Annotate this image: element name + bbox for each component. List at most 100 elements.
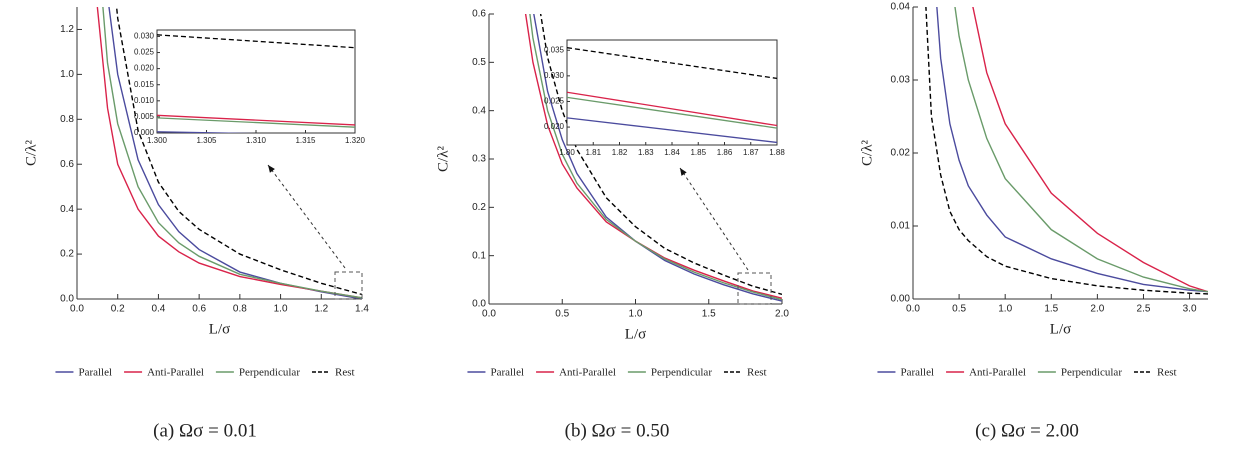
x-tick-label: 0.8 (233, 304, 247, 315)
x-tick-label: 1.85 (690, 148, 706, 157)
series-line (936, 7, 1208, 293)
legend-label: Perpendicular (1061, 367, 1122, 379)
y-tick-label: 0.015 (134, 80, 155, 89)
legend: Parallel Anti-Parallel Perpendicular Rest (877, 367, 1177, 379)
y-tick-label: 0.00 (891, 294, 911, 305)
legend-label: Rest (1157, 367, 1177, 379)
x-tick-label: 0.5 (555, 309, 569, 320)
x-tick-label: 0.2 (111, 304, 125, 315)
series-line (567, 117, 777, 144)
x-tick-label: 2.5 (1137, 304, 1151, 315)
series-line (157, 34, 355, 49)
y-axis-label: C/λ² (859, 140, 875, 166)
x-tick-label: 3.0 (1183, 304, 1197, 315)
x-tick-label: 1.88 (769, 148, 785, 157)
series-line (954, 7, 1208, 293)
y-tick-label: 0.025 (544, 97, 565, 106)
y-tick-label: 0.020 (134, 64, 155, 73)
y-tick-label: 0.6 (60, 159, 74, 170)
y-tick-label: 0.03 (891, 75, 911, 86)
series-line (567, 91, 777, 127)
series-line (157, 131, 257, 133)
x-tick-label: 1.5 (702, 309, 716, 320)
series-line (157, 114, 355, 126)
y-tick-label: 1.2 (60, 24, 74, 35)
legend-label: Parallel (78, 367, 112, 379)
x-tick-label: 1.2 (314, 304, 328, 315)
inset-background (566, 39, 778, 146)
zoom-box (334, 271, 363, 300)
y-tick-label: 0.2 (60, 249, 74, 260)
y-tick-label: 0.030 (134, 32, 155, 41)
x-tick-label: 0.5 (952, 304, 966, 315)
legend-label: Perpendicular (651, 367, 712, 379)
x-tick-label: 0.4 (151, 304, 165, 315)
caption: (a) Ωσ = 0.01 (153, 420, 257, 441)
x-tick-label: 1.87 (743, 148, 759, 157)
zoom-box (737, 272, 772, 305)
legend: Parallel Anti-Parallel Perpendicular Rest (467, 367, 767, 379)
y-axis-label: C/λ² (23, 140, 39, 166)
x-tick-label: 1.5 (1044, 304, 1058, 315)
x-tick-label: 1.81 (585, 148, 601, 157)
series-line (157, 117, 355, 128)
y-tick-label: 0.02 (891, 148, 911, 159)
y-tick-label: 0.025 (134, 48, 155, 57)
x-tick-label: 1.84 (664, 148, 680, 157)
zoom-arrow (679, 167, 749, 271)
x-tick-label: 1.300 (147, 136, 168, 145)
y-tick-label: 0.1 (472, 250, 486, 261)
y-tick-label: 0.4 (472, 105, 486, 116)
y-tick-label: 0.3 (472, 154, 486, 165)
y-tick-label: 0.4 (60, 204, 74, 215)
caption: (b) Ωσ = 0.50 (565, 420, 670, 441)
caption: (c) Ωσ = 2.00 (975, 420, 1079, 441)
x-tick-label: 0.6 (192, 304, 206, 315)
x-tick-label: 1.4 (355, 304, 369, 315)
series-line (102, 7, 362, 299)
x-tick-label: 0.0 (70, 304, 84, 315)
y-tick-label: 0.04 (891, 2, 911, 13)
legend-label: Anti-Parallel (969, 367, 1026, 379)
x-tick-label: 2.0 (775, 309, 789, 320)
legend-label: Anti-Parallel (559, 367, 616, 379)
y-tick-label: 0.5 (472, 57, 486, 68)
y-axis-label: C/λ² (435, 146, 451, 172)
legend-label: Parallel (490, 367, 524, 379)
y-tick-label: 0.2 (472, 202, 486, 213)
x-tick-label: 1.305 (196, 136, 217, 145)
x-tick-label: 1.80 (559, 148, 575, 157)
legend: Parallel Anti-Parallel Perpendicular Rest (55, 367, 355, 379)
arrow-head (680, 168, 687, 176)
series-line (96, 7, 362, 299)
x-tick-label: 1.0 (629, 309, 643, 320)
x-tick-label: 0.0 (906, 304, 920, 315)
series-line (567, 96, 777, 129)
series-line (533, 14, 782, 302)
x-tick-label: 1.83 (638, 148, 654, 157)
x-tick-label: 1.315 (295, 136, 316, 145)
y-tick-label: 0.6 (472, 9, 486, 20)
x-tick-label: 1.0 (274, 304, 288, 315)
x-axis-label: L/σ (1050, 321, 1071, 337)
x-tick-label: 1.0 (998, 304, 1012, 315)
series-line (524, 14, 782, 299)
series-line (115, 7, 362, 296)
legend-label: Anti-Parallel (147, 367, 204, 379)
zoom-arrow (267, 164, 346, 269)
legend-label: Parallel (900, 367, 934, 379)
x-tick-label: 1.82 (612, 148, 628, 157)
legend-label: Rest (747, 367, 767, 379)
y-tick-label: 0.0 (60, 294, 74, 305)
y-tick-label: 0.035 (544, 45, 565, 54)
y-tick-label: 0.8 (60, 114, 74, 125)
x-axis-label: L/σ (209, 321, 230, 337)
inset-background (156, 29, 356, 134)
y-tick-label: 0.030 (544, 71, 565, 80)
series-line (567, 47, 777, 80)
x-axis-label: L/σ (625, 326, 646, 342)
series-line (972, 7, 1208, 293)
y-tick-label: 0.010 (134, 96, 155, 105)
y-tick-label: 0.0 (472, 299, 486, 310)
